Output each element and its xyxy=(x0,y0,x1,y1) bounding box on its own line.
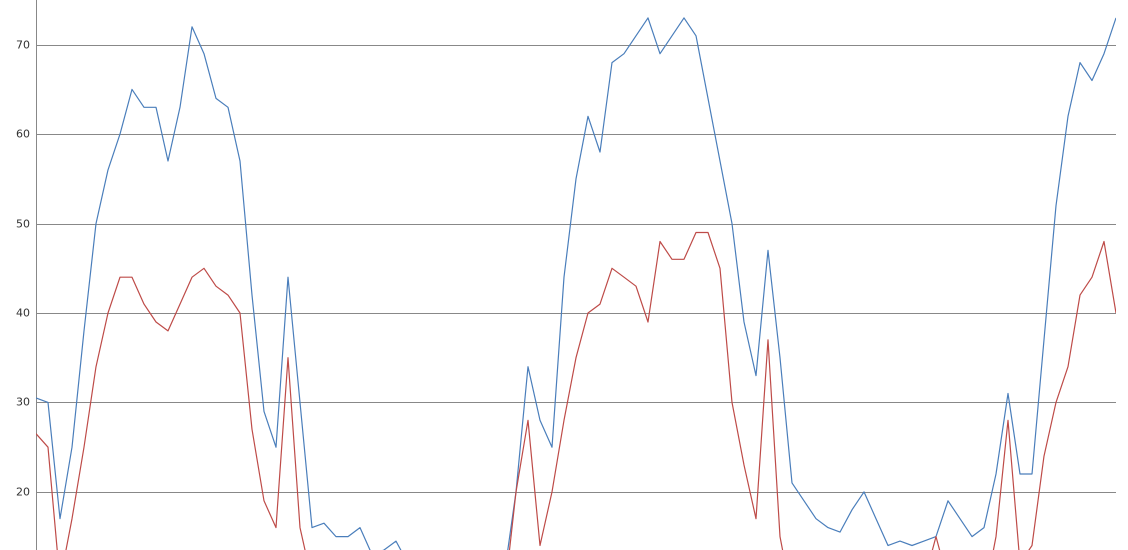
line-series xyxy=(36,231,1116,550)
y-tick-label: 30 xyxy=(16,396,30,409)
y-tick-label: 60 xyxy=(16,128,30,141)
plot-area xyxy=(36,17,1116,550)
y-tick-label: 20 xyxy=(16,486,30,499)
y-tick-label: 40 xyxy=(16,307,30,320)
y-tick-label: 70 xyxy=(16,39,30,52)
line-series xyxy=(36,17,1116,550)
y-tick-label: 50 xyxy=(16,218,30,231)
